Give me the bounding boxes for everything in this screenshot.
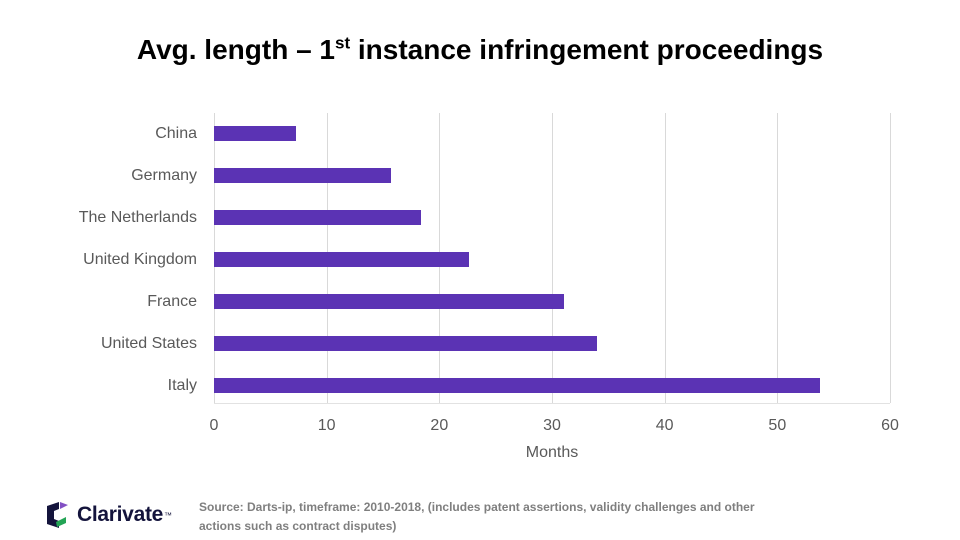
source-note: Source: Darts-ip, timeframe: 2010-2018, … [199,498,799,536]
gridline [890,113,891,403]
category-label-germany: Germany [131,166,197,184]
x-axis-tick-label: 60 [881,417,899,434]
source-note-line1: Source: Darts-ip, timeframe: 2010-2018, … [199,500,755,514]
bar-france [214,294,564,309]
source-note-line2: actions such as contract disputes) [199,519,397,533]
gridline [777,113,778,403]
bar-germany [214,168,391,183]
x-axis-title: Months [525,444,579,461]
category-label-united-states: United States [100,334,197,352]
clarivate-logo-text: Clarivate [77,503,164,526]
bar-united-kingdom [214,252,469,267]
x-axis-tick-label: 0 [209,417,219,434]
clarivate-logo: Clarivate ™ [44,501,172,529]
chart-title-prefix: Avg. length – 1 [136,34,335,65]
trademark-symbol: ™ [164,510,173,520]
plot-area [214,113,891,404]
chart-title-superscript: st [335,33,351,53]
x-axis-tick-label: 40 [655,417,674,434]
category-label-china: China [155,124,197,142]
category-label-france: France [147,292,197,310]
clarivate-logo-icon [47,502,68,528]
x-axis-tick-label: 20 [430,417,449,434]
bar-china [214,126,296,141]
bar-united-states [214,336,597,351]
category-label-the-netherlands: The Netherlands [78,208,197,226]
bar-italy [214,378,820,393]
category-label-italy: Italy [167,376,197,394]
x-axis-tick-label: 50 [768,417,787,434]
category-label-united-kingdom: United Kingdom [83,250,197,268]
x-axis-tick-label: 30 [543,417,561,434]
gridline [665,113,666,403]
gridline [552,113,553,403]
x-axis-tick-label: 10 [317,417,336,434]
chart-title: Avg. length – 1st instance infringement … [0,34,960,66]
bar-the-netherlands [214,210,421,225]
chart-title-suffix: instance infringement proceedings [350,34,824,65]
